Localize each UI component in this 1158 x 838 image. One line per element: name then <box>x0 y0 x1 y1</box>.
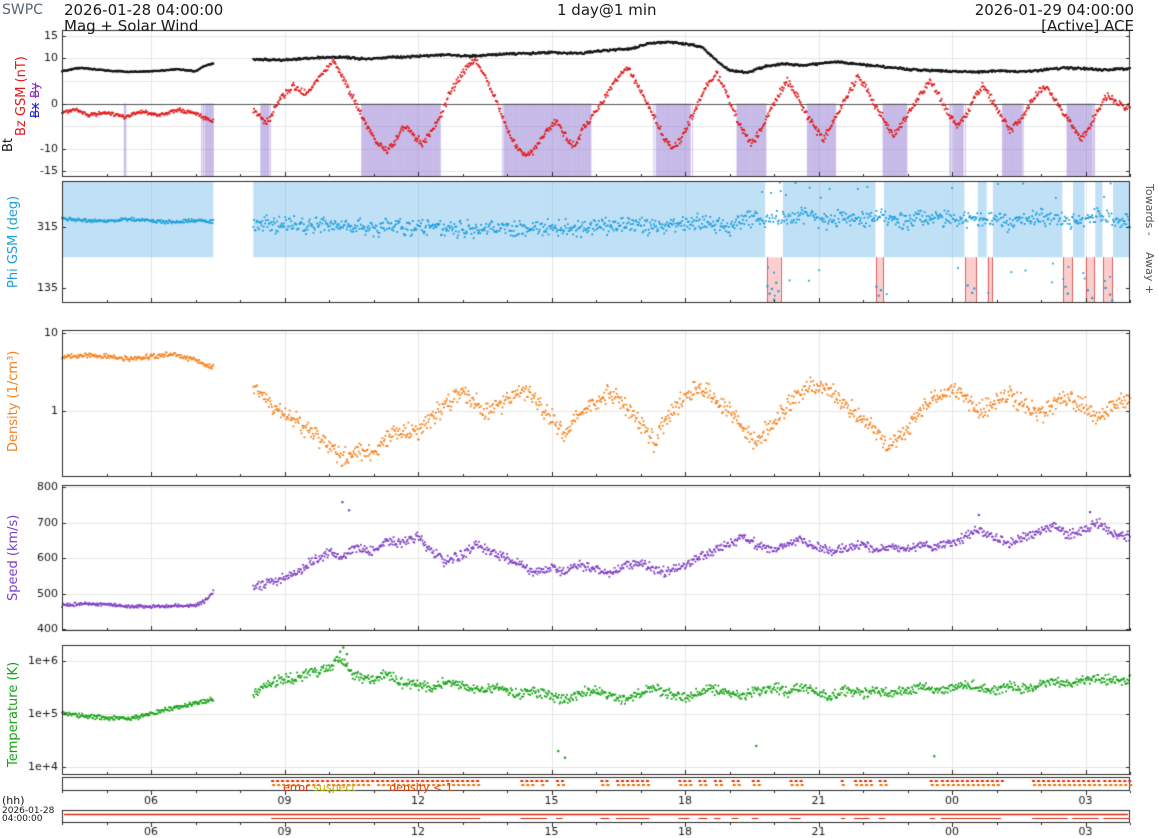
bx-axis-label: Bx <box>28 102 42 118</box>
end-datetime: 2026-01-29 04:00:00 <box>974 1 1134 19</box>
away-sector-label: Away + <box>1143 252 1156 295</box>
legend-error: error <box>283 781 310 794</box>
spacecraft-status: [Active] ACE <box>1041 17 1134 35</box>
density-axis-label: Density (1/cm³) <box>6 350 21 452</box>
bz-axis-label: Bz GSM (nT) <box>14 56 29 136</box>
towards-sector-label: Towards - <box>1143 184 1156 236</box>
bt-axis-label: Bt <box>1 137 16 152</box>
speed-axis-label: Speed (km/s) <box>6 514 21 601</box>
flag-legend: error suspect density < 1 <box>283 781 453 794</box>
phi-axis-label: Phi GSM (deg) <box>6 195 21 288</box>
bottom-date-line1: 2026-01-28 <box>2 806 55 816</box>
legend-density: density < 1 <box>389 781 453 794</box>
hh-axis-label: (hh) <box>2 794 25 807</box>
by-axis-label: By <box>28 82 42 98</box>
plot-duration-title: 1 day@1 min <box>557 1 657 19</box>
plot-subtitle: Mag + Solar Wind <box>64 17 199 35</box>
legend-suspect: suspect <box>313 781 356 794</box>
temperature-axis-label: Temperature (K) <box>6 661 21 767</box>
swpc-logo-label: SWPC <box>2 2 43 18</box>
bottom-date-line2: 04:00:00 <box>2 814 43 824</box>
start-datetime: 2026-01-28 04:00:00 <box>64 1 224 19</box>
